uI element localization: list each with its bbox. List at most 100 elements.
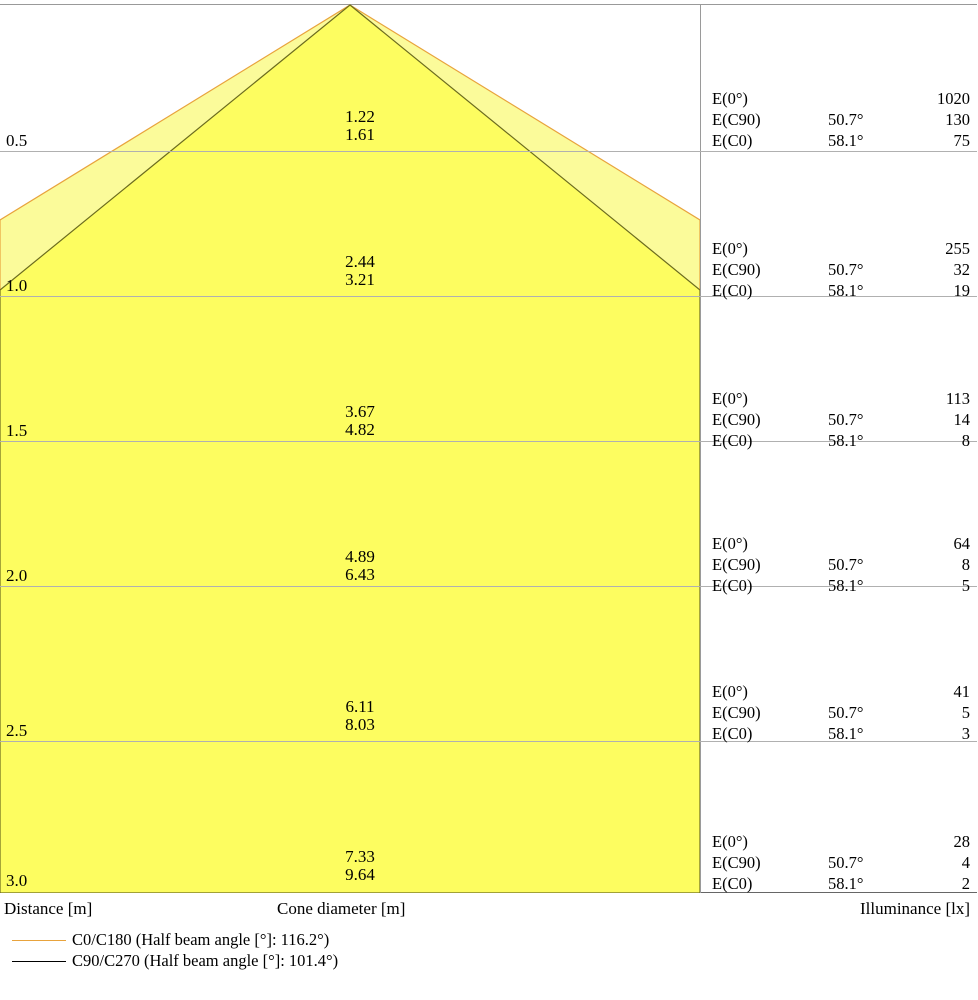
illuminance-label-e0: E(0°) bbox=[712, 832, 748, 851]
gridline-2-5 bbox=[0, 741, 977, 742]
illuminance-block-0-5: E(0°) 1020 E(C90) 50.7° 130 E(C0) 58.1° … bbox=[712, 88, 970, 151]
panel-divider bbox=[700, 4, 701, 893]
illuminance-label-ec90: E(C90) bbox=[712, 110, 761, 129]
illuminance-row-ec0: E(C0) 58.1° 19 bbox=[712, 280, 970, 301]
cone-diameter-c90-2-5: 6.11 bbox=[345, 697, 375, 716]
illuminance-value-ec90: 130 bbox=[945, 110, 970, 129]
distance-label-1-5: 1.5 bbox=[6, 421, 28, 440]
illuminance-row-ec90: E(C90) 50.7° 4 bbox=[712, 852, 970, 873]
illuminance-row-e0: E(0°) 113 bbox=[712, 388, 970, 409]
illuminance-row-ec0: E(C0) 58.1° 3 bbox=[712, 723, 970, 744]
illuminance-row-ec90: E(C90) 50.7° 5 bbox=[712, 702, 970, 723]
cone-diameter-label-1-0: 2.44 3.21 bbox=[300, 253, 420, 288]
illuminance-row-ec90: E(C90) 50.7° 14 bbox=[712, 409, 970, 430]
gridline-0-5 bbox=[0, 151, 977, 152]
distance-label-2-0: 2.0 bbox=[6, 566, 28, 585]
legend: C0/C180 (Half beam angle [°]: 116.2°) C9… bbox=[4, 930, 704, 972]
cone-diameter-c0-0-5: 1.61 bbox=[345, 124, 375, 144]
legend-label-c90-c270: C90/C270 (Half beam angle [°]: 101.4°) bbox=[72, 951, 339, 970]
gridline-1-0 bbox=[0, 296, 977, 297]
legend-item-c0-c180: C0/C180 (Half beam angle [°]: 116.2°) bbox=[4, 930, 704, 951]
illuminance-angle-c90: 50.7° bbox=[828, 703, 864, 722]
distance-label-1-0: 1.0 bbox=[6, 276, 28, 295]
illuminance-value-ec90: 14 bbox=[953, 410, 971, 429]
illuminance-block-3-0: E(0°) 28 E(C90) 50.7° 4 E(C0) 58.1° 2 bbox=[712, 831, 970, 894]
illuminance-value-ec0: 19 bbox=[953, 281, 971, 300]
illuminance-label-ec90: E(C90) bbox=[712, 853, 761, 872]
illuminance-label-ec0: E(C0) bbox=[712, 431, 753, 450]
illuminance-angle-c0: 58.1° bbox=[828, 131, 864, 150]
illuminance-value-ec0: 5 bbox=[961, 576, 970, 595]
cone-c90-c270-area bbox=[0, 4, 700, 893]
illuminance-value-ec0: 3 bbox=[961, 724, 970, 743]
illuminance-row-e0: E(0°) 1020 bbox=[712, 88, 970, 109]
illuminance-row-ec0: E(C0) 58.1° 5 bbox=[712, 575, 970, 596]
illuminance-angle-c90: 50.7° bbox=[828, 410, 864, 429]
illuminance-label-ec90: E(C90) bbox=[712, 410, 761, 429]
illuminance-label-ec0: E(C0) bbox=[712, 281, 753, 300]
illuminance-angle-c0: 58.1° bbox=[828, 874, 864, 893]
illuminance-value-ec0: 8 bbox=[961, 431, 970, 450]
illuminance-label-e0: E(0°) bbox=[712, 89, 748, 108]
illuminance-label-e0: E(0°) bbox=[712, 534, 748, 553]
illuminance-angle-c0: 58.1° bbox=[828, 724, 864, 743]
illuminance-row-ec0: E(C0) 58.1° 75 bbox=[712, 130, 970, 151]
illuminance-label-ec0: E(C0) bbox=[712, 874, 753, 893]
illuminance-row-ec0: E(C0) 58.1° 2 bbox=[712, 873, 970, 894]
illuminance-label-ec0: E(C0) bbox=[712, 724, 753, 743]
cone-diameter-c90-1-0: 2.44 bbox=[345, 252, 375, 271]
illuminance-row-ec90: E(C90) 50.7° 130 bbox=[712, 109, 970, 130]
illuminance-value-ec90: 5 bbox=[961, 703, 970, 722]
gridline-2-0 bbox=[0, 586, 977, 587]
illuminance-label-ec0: E(C0) bbox=[712, 131, 753, 150]
illuminance-label-ec90: E(C90) bbox=[712, 260, 761, 279]
cone-diameter-c0-1-0: 3.21 bbox=[345, 269, 375, 289]
illuminance-label-ec90: E(C90) bbox=[712, 555, 761, 574]
cone-diameter-label-3-0: 7.33 9.64 bbox=[300, 848, 420, 883]
illuminance-label-e0: E(0°) bbox=[712, 389, 748, 408]
legend-item-c90-c270: C90/C270 (Half beam angle [°]: 101.4°) bbox=[4, 951, 704, 972]
distance-label-2-5: 2.5 bbox=[6, 721, 28, 740]
illuminance-row-e0: E(0°) 41 bbox=[712, 681, 970, 702]
illuminance-row-ec90: E(C90) 50.7° 8 bbox=[712, 554, 970, 575]
axis-caption-distance: Distance [m] bbox=[4, 899, 93, 918]
illuminance-value-e0: 1020 bbox=[937, 89, 970, 108]
illuminance-row-ec0: E(C0) 58.1° 8 bbox=[712, 430, 970, 451]
cone-diameter-c90-0-5: 1.22 bbox=[345, 107, 375, 126]
illuminance-angle-c90: 50.7° bbox=[828, 260, 864, 279]
illuminance-row-e0: E(0°) 255 bbox=[712, 238, 970, 259]
illuminance-value-ec0: 2 bbox=[961, 874, 970, 893]
illuminance-label-ec0: E(C0) bbox=[712, 576, 753, 595]
illuminance-label-ec90: E(C90) bbox=[712, 703, 761, 722]
illuminance-block-2-5: E(0°) 41 E(C90) 50.7° 5 E(C0) 58.1° 3 bbox=[712, 681, 970, 744]
illuminance-angle-c90: 50.7° bbox=[828, 110, 864, 129]
illuminance-angle-c0: 58.1° bbox=[828, 576, 864, 595]
illuminance-value-e0: 28 bbox=[953, 832, 971, 851]
illuminance-block-1-5: E(0°) 113 E(C90) 50.7° 14 E(C0) 58.1° 8 bbox=[712, 388, 970, 451]
cone-beam-graphic bbox=[0, 4, 700, 893]
illuminance-value-ec90: 32 bbox=[953, 260, 971, 279]
cone-diameter-c90-2-0: 4.89 bbox=[345, 547, 375, 566]
illuminance-label-e0: E(0°) bbox=[712, 682, 748, 701]
illuminance-value-e0: 113 bbox=[945, 389, 970, 408]
axis-caption-illuminance: Illuminance [lx] bbox=[860, 899, 970, 918]
cone-diameter-label-1-5: 3.67 4.82 bbox=[300, 403, 420, 438]
cone-diameter-c90-3-0: 7.33 bbox=[345, 847, 375, 866]
cone-diameter-c0-2-5: 8.03 bbox=[345, 714, 375, 734]
distance-label-0-5: 0.5 bbox=[6, 131, 28, 150]
illuminance-value-e0: 64 bbox=[953, 534, 971, 553]
cone-diameter-label-0-5: 1.22 1.61 bbox=[300, 108, 420, 143]
cone-diameter-c0-1-5: 4.82 bbox=[345, 419, 375, 439]
distance-label-3-0: 3.0 bbox=[6, 871, 28, 890]
gridline-1-5 bbox=[0, 441, 977, 442]
illuminance-angle-c0: 58.1° bbox=[828, 281, 864, 300]
illuminance-angle-c90: 50.7° bbox=[828, 555, 864, 574]
illuminance-angle-c90: 50.7° bbox=[828, 853, 864, 872]
illuminance-row-e0: E(0°) 64 bbox=[712, 533, 970, 554]
legend-label-c0-c180: C0/C180 (Half beam angle [°]: 116.2°) bbox=[72, 930, 330, 949]
illuminance-value-ec90: 4 bbox=[961, 853, 970, 872]
illuminance-block-1-0: E(0°) 255 E(C90) 50.7° 32 E(C0) 58.1° 19 bbox=[712, 238, 970, 301]
illuminance-row-ec90: E(C90) 50.7° 32 bbox=[712, 259, 970, 280]
illuminance-block-2-0: E(0°) 64 E(C90) 50.7° 8 E(C0) 58.1° 5 bbox=[712, 533, 970, 596]
